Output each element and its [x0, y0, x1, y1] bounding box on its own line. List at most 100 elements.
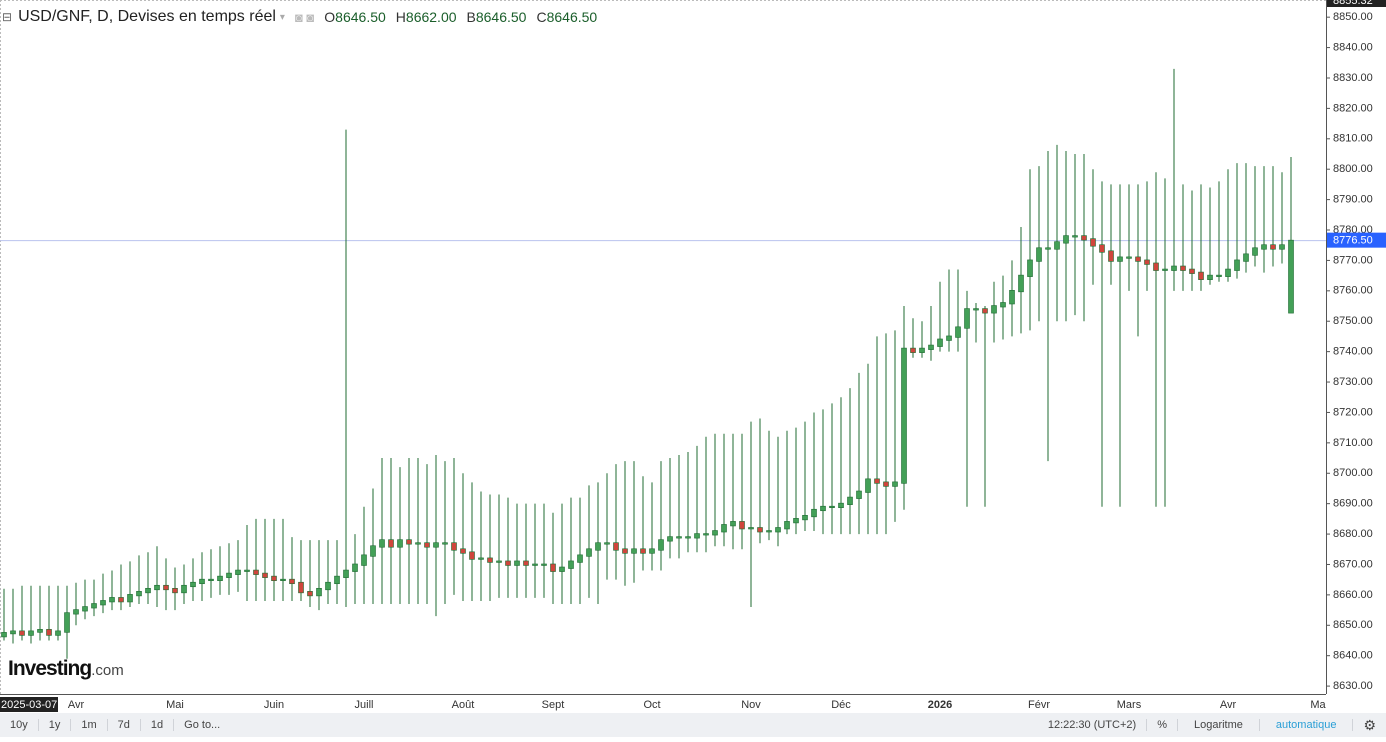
y-tick-label: 8810.00	[1333, 133, 1373, 145]
range-button[interactable]: 7d	[108, 719, 141, 731]
candle-body	[946, 335, 952, 341]
x-tick-label: Avr	[68, 699, 85, 711]
candle-body	[10, 630, 16, 635]
candle-body	[865, 478, 871, 493]
candle-body	[505, 560, 511, 566]
range-button[interactable]: 1m	[71, 719, 108, 731]
max-label: 8855.32	[1333, 0, 1373, 7]
candle-body	[712, 530, 718, 536]
x-tick-label: Ma	[1310, 699, 1326, 711]
candle-body	[451, 542, 457, 551]
candle-body	[127, 594, 133, 603]
candle-body	[532, 563, 538, 566]
range-button[interactable]: 10y	[0, 719, 39, 731]
x-tick-label: Févr	[1028, 699, 1050, 711]
y-tick-label: 8760.00	[1333, 285, 1373, 297]
candle-body	[1261, 244, 1267, 250]
candle-body	[883, 481, 889, 487]
candle-body	[613, 542, 619, 551]
candle-body	[217, 575, 223, 581]
candle-body	[1189, 268, 1195, 274]
candle-body	[1252, 247, 1258, 256]
candle-body	[838, 502, 844, 509]
candle-body	[586, 548, 592, 557]
candle-body	[730, 521, 736, 527]
range-button[interactable]: 1d	[141, 719, 175, 731]
candle-body	[1279, 244, 1285, 250]
candle-body	[910, 347, 916, 353]
y-tick-label: 8740.00	[1333, 346, 1373, 358]
candle-body	[442, 542, 448, 545]
candle-body	[361, 554, 367, 566]
candle-body	[1243, 253, 1249, 262]
candle-body	[235, 569, 241, 575]
candle-body	[172, 587, 178, 594]
candle-body	[793, 518, 799, 524]
y-tick-label: 8660.00	[1333, 589, 1373, 601]
x-tick-label: Nov	[741, 699, 761, 711]
chart: 8630.00 8640.00 8650.00 8660.00 8670.00 8680.…	[0, 0, 1386, 712]
candle-body	[919, 347, 925, 353]
ohlc-value: 8646.50	[475, 9, 527, 25]
candle-body	[1099, 244, 1105, 253]
candle-body	[559, 566, 565, 572]
candle-body	[658, 539, 664, 551]
candle-body	[496, 560, 502, 563]
candle-body	[460, 548, 466, 554]
candle-body	[595, 542, 601, 551]
y-tick-label: 8650.00	[1333, 619, 1373, 631]
candle-body	[118, 597, 124, 603]
candle-body	[415, 542, 421, 545]
settings-gear[interactable]: ⚙	[1363, 716, 1376, 733]
candle-body	[1036, 247, 1042, 262]
candle-body	[487, 557, 493, 563]
candle-body	[649, 548, 655, 554]
x-tick-label: Août	[452, 699, 475, 711]
candle-body	[253, 569, 259, 575]
ohlc-value: 8662.00	[405, 9, 457, 25]
candle-body	[1171, 265, 1177, 271]
candle-body	[109, 597, 115, 603]
candle-body	[469, 551, 475, 560]
percent-toggle[interactable]: %	[1147, 719, 1178, 731]
candle-body	[1072, 235, 1078, 238]
candle-body	[424, 542, 430, 548]
candle-body	[1081, 235, 1087, 241]
auto-toggle[interactable]: automatique	[1260, 719, 1354, 731]
candle-body	[298, 581, 304, 594]
ohlc-key: H	[395, 9, 406, 25]
candle-body	[1270, 244, 1276, 250]
candle-body	[1045, 247, 1051, 250]
log-toggle[interactable]: Logaritme	[1178, 719, 1260, 731]
x-tick-label: Mai	[166, 699, 184, 711]
candle-body	[154, 584, 160, 591]
goto-button[interactable]: Go to...	[184, 719, 221, 731]
candle-body	[820, 505, 826, 512]
candle-body	[28, 630, 34, 636]
candle-body	[1180, 265, 1186, 271]
candle-body	[550, 563, 556, 572]
settings-icons[interactable]: ◙ ◙	[294, 9, 315, 25]
x-start-box	[0, 697, 58, 712]
collapse-icon[interactable]: ⊟	[2, 10, 13, 24]
candle-body	[1153, 262, 1159, 271]
range-button[interactable]: 1y	[39, 719, 72, 731]
x-tick-label: 2026	[928, 699, 952, 711]
x-tick-label: Sept	[542, 699, 565, 711]
candle-body	[1288, 239, 1294, 314]
candle-body	[406, 539, 412, 545]
price-label: 8776.50	[1333, 235, 1373, 247]
y-tick-label: 8770.00	[1333, 254, 1373, 266]
range-buttons: 10y 1y 1m 7d 1d	[0, 719, 175, 731]
candle-body	[19, 630, 25, 636]
candle-body	[847, 496, 853, 505]
y-tick-label: 8720.00	[1333, 406, 1373, 418]
candle-body	[82, 606, 88, 612]
dropdown-arrow[interactable]: ▾	[279, 11, 285, 23]
candle-body	[622, 548, 628, 554]
candle-body	[1216, 274, 1222, 277]
candle-body	[289, 578, 295, 585]
toolbar: 10y 1y 1m 7d 1d Go to... 12:22:30 (UTC+2) % …	[0, 713, 1386, 737]
candle-body	[100, 600, 106, 606]
symbol-title[interactable]: USD/GNF, D, Devises en temps réel	[18, 8, 276, 25]
